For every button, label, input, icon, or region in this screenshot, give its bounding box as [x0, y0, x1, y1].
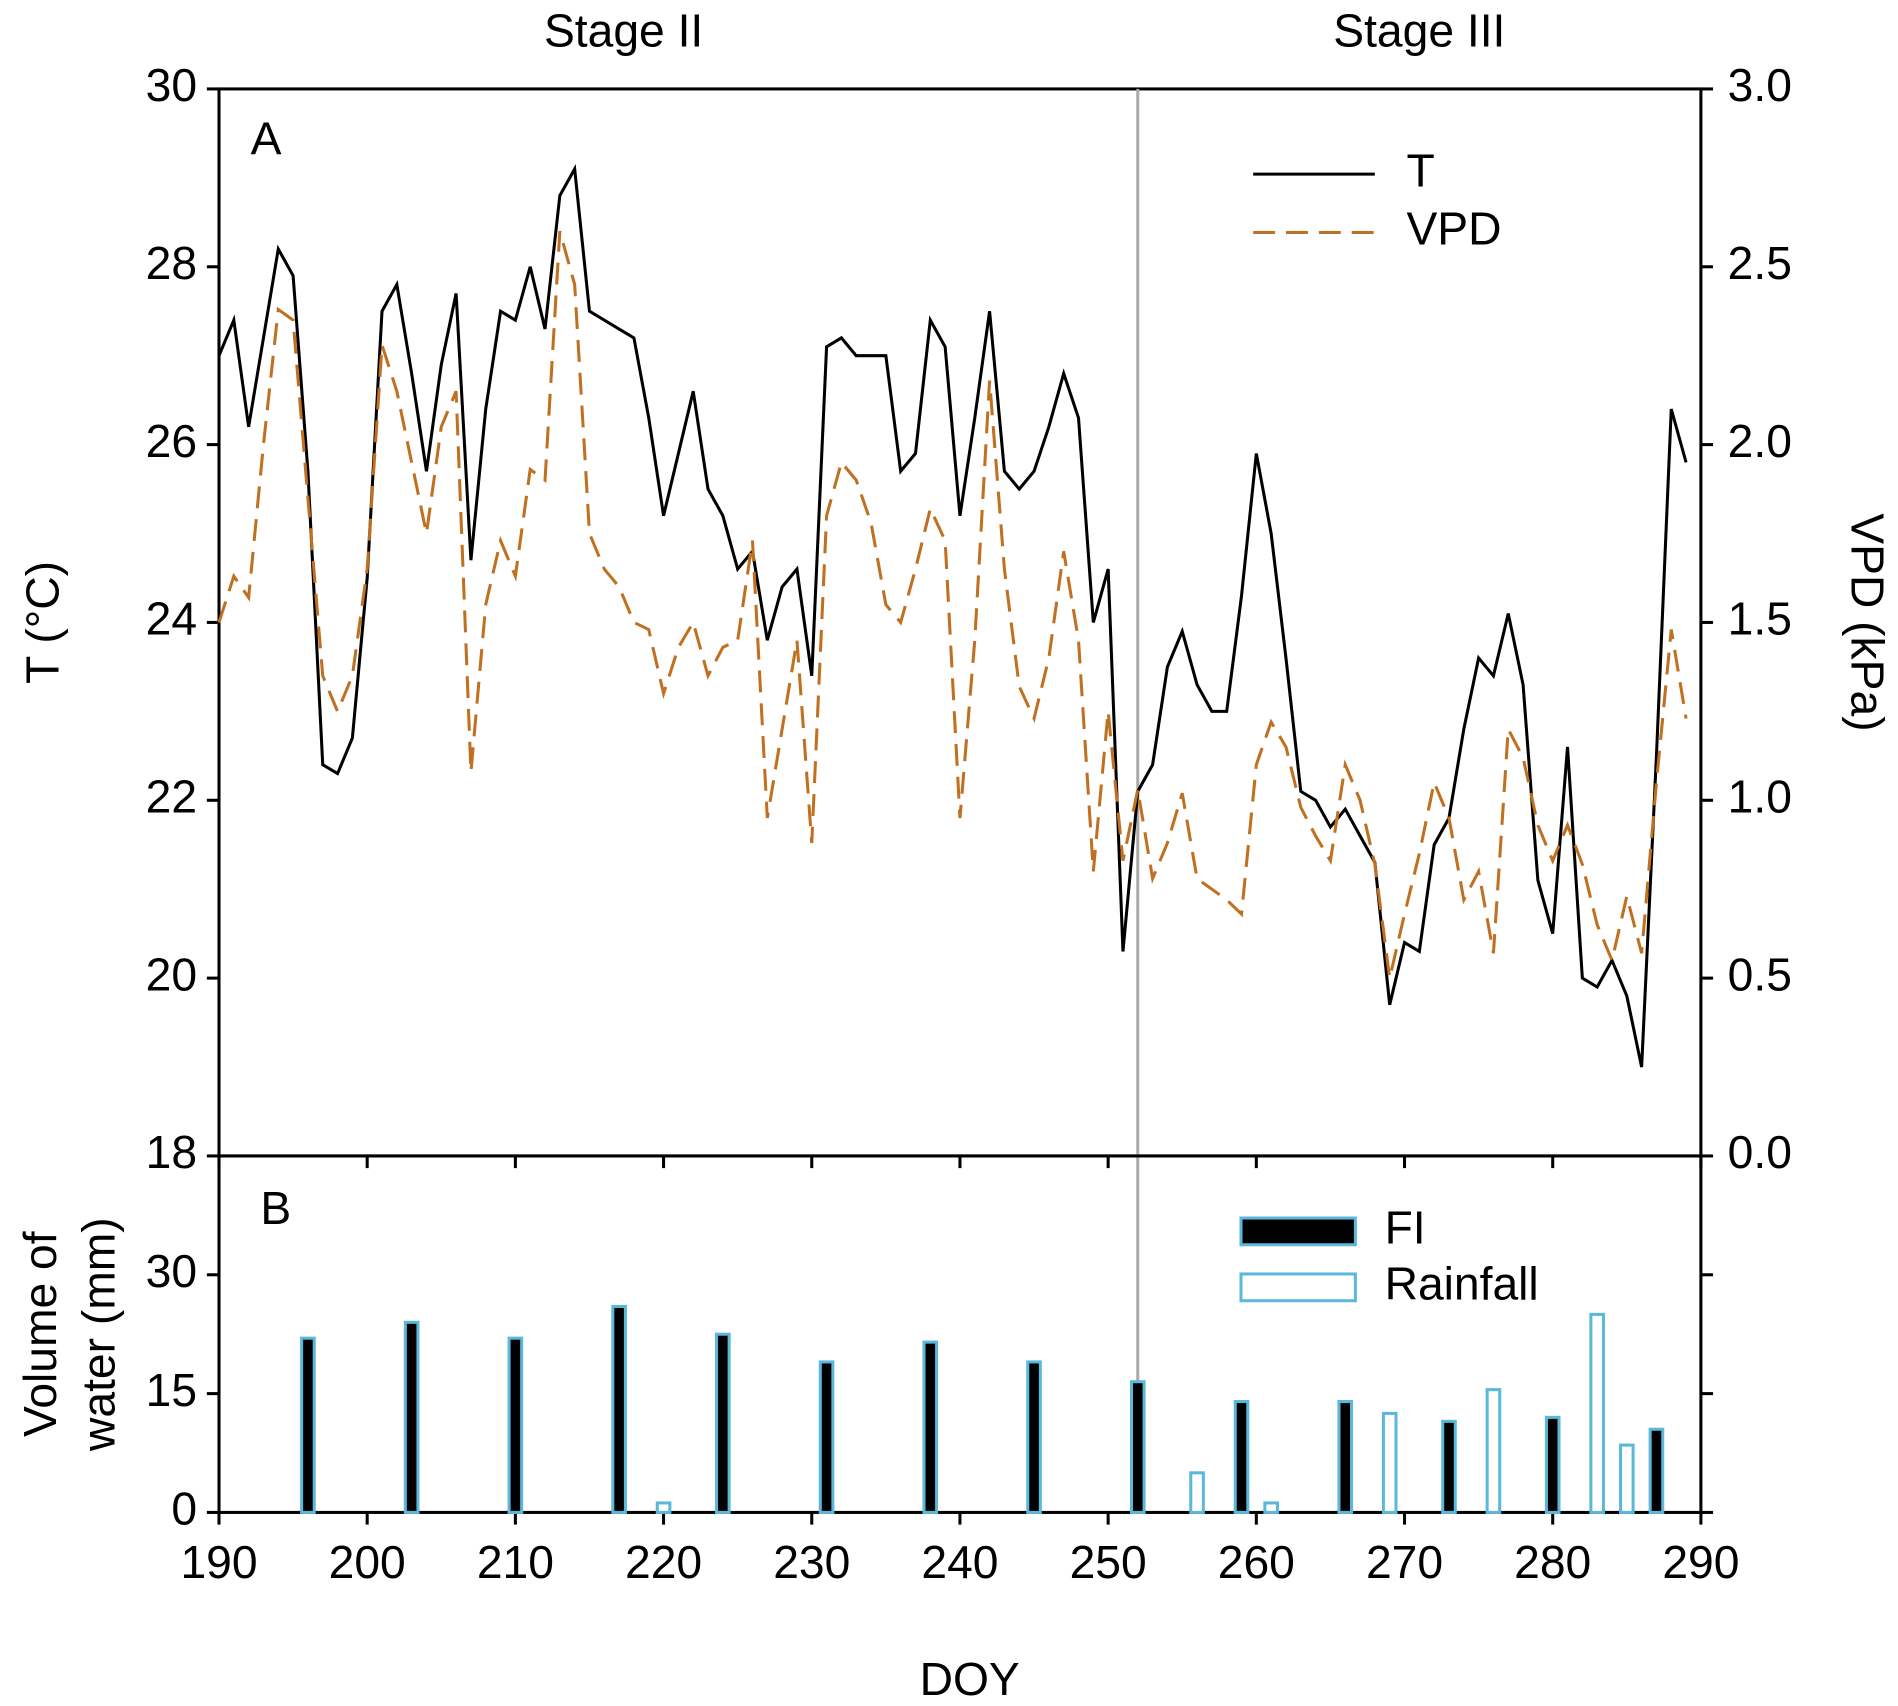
y2-tick-label: 0.5	[1728, 948, 1792, 1000]
series-line	[217, 164, 1688, 1068]
x-tick-label: 280	[1514, 1536, 1591, 1588]
bar	[1129, 1380, 1146, 1514]
y-tick-label: 24	[146, 593, 197, 645]
plot-frame	[217, 1154, 1703, 1514]
stage-label: Stage II	[544, 4, 703, 56]
y-tick-label: 28	[146, 237, 197, 289]
bar	[1381, 1411, 1398, 1514]
y-tick-label: 20	[146, 948, 197, 1000]
legend-label: VPD	[1406, 203, 1501, 255]
y-tick-label: 18	[146, 1126, 197, 1178]
bar	[507, 1336, 524, 1514]
bar	[1589, 1312, 1605, 1514]
y-tick-label: 30	[146, 59, 197, 111]
x-tick-label: 250	[1070, 1536, 1147, 1588]
bar	[1544, 1415, 1561, 1514]
x-tick-label: 230	[773, 1536, 850, 1588]
y2-tick-label: 2.0	[1728, 415, 1792, 467]
y2-tick-label: 3.0	[1728, 59, 1792, 111]
bar	[1648, 1427, 1665, 1514]
panel-label: A	[251, 113, 282, 165]
y-axis-label: water (mm)	[72, 1217, 124, 1452]
bar	[1263, 1501, 1279, 1514]
y-axis-label: T (°C)	[16, 561, 68, 684]
legend-label: FI	[1385, 1202, 1426, 1254]
series-line	[217, 230, 1688, 979]
x-tick-label: 190	[180, 1536, 257, 1588]
bar	[818, 1360, 835, 1514]
x-tick-label: 240	[921, 1536, 998, 1588]
stage-label: Stage III	[1333, 4, 1505, 56]
bar	[655, 1501, 672, 1514]
y-tick-label: 30	[146, 1245, 197, 1297]
bar	[300, 1336, 316, 1514]
bar	[403, 1320, 420, 1514]
legend-swatch	[1239, 1216, 1357, 1247]
y-axis-label: Volume of	[14, 1231, 66, 1437]
bar	[1026, 1360, 1042, 1514]
bar	[1441, 1419, 1457, 1514]
x-tick-label: 210	[477, 1536, 554, 1588]
bar	[1485, 1388, 1502, 1514]
x-tick-label: 260	[1218, 1536, 1295, 1588]
y-tick-label: 22	[146, 770, 197, 822]
y2-tick-label: 1.0	[1728, 770, 1792, 822]
y2-tick-label: 0.0	[1728, 1126, 1792, 1178]
bar	[922, 1340, 939, 1514]
y-tick-label: 0	[171, 1483, 197, 1535]
bar	[1233, 1400, 1250, 1514]
y-tick-label: 26	[146, 415, 197, 467]
x-tick-label: 290	[1662, 1536, 1739, 1588]
legend-label: Rainfall	[1385, 1258, 1539, 1310]
panel-label: B	[260, 1182, 291, 1234]
legend-swatch	[1239, 1272, 1357, 1303]
x-tick-label: 200	[329, 1536, 406, 1588]
bar	[715, 1332, 731, 1514]
y-tick-label: 15	[146, 1364, 197, 1416]
bar	[1618, 1443, 1635, 1514]
bar	[1337, 1400, 1354, 1514]
bar	[1189, 1471, 1205, 1514]
bar	[611, 1304, 627, 1514]
legend-label: T	[1406, 144, 1434, 196]
x-tick-label: 220	[625, 1536, 702, 1588]
y2-tick-label: 2.5	[1728, 237, 1792, 289]
x-tick-label: 270	[1366, 1536, 1443, 1588]
x-axis-label: DOY	[920, 1653, 1020, 1705]
y2-tick-label: 1.5	[1728, 593, 1792, 645]
y2-axis-label: VPD (kPa)	[1842, 513, 1894, 731]
